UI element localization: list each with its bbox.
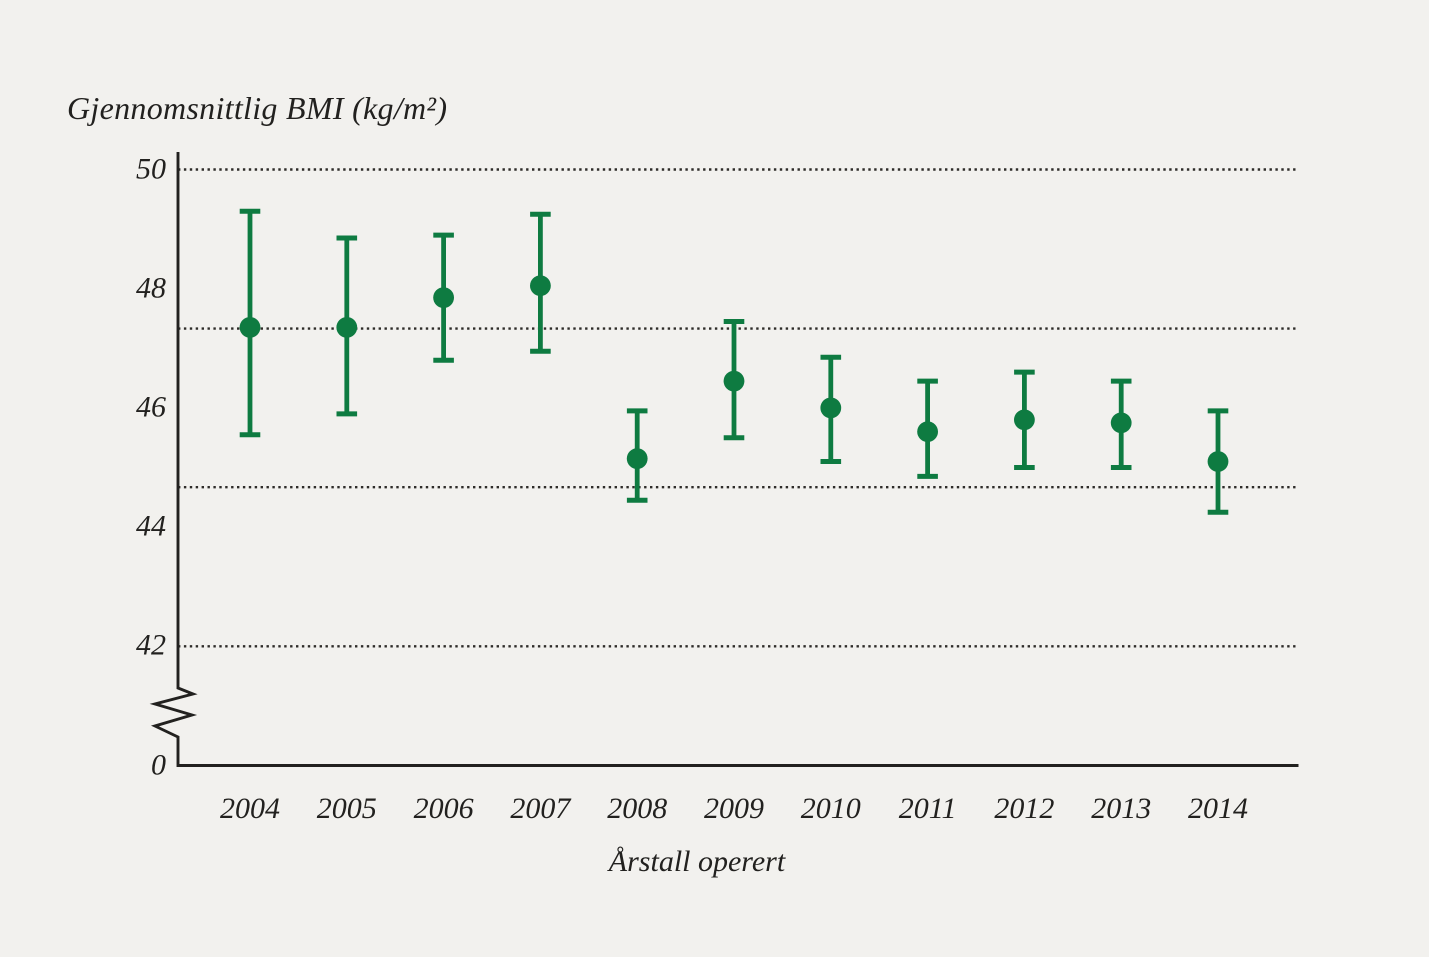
errorbar-2012 <box>1014 369 1035 470</box>
mean-dot-2009 <box>723 370 745 392</box>
x-tick-label-2009: 2009 <box>704 792 764 825</box>
x-tick-label-2014: 2014 <box>1188 792 1248 825</box>
x-tick-label-2013: 2013 <box>1091 792 1152 825</box>
x-tick-label-2008: 2008 <box>607 792 668 825</box>
mean-dot-2006 <box>433 287 454 308</box>
y-tick-label-46: 46 <box>136 390 166 424</box>
y-tick-label-44: 44 <box>136 509 166 543</box>
errorbar-2011 <box>917 378 938 479</box>
mean-dot-2011 <box>917 421 938 443</box>
y-tick-label-42: 42 <box>136 628 166 662</box>
errorbar-2004 <box>239 208 261 438</box>
y-tick-label-50: 50 <box>136 151 166 185</box>
x-tick-label-2010: 2010 <box>800 792 861 825</box>
errorbar-2010 <box>820 354 842 464</box>
x-tick-label-2011: 2011 <box>898 792 957 825</box>
x-tick-label-2006: 2006 <box>413 792 474 825</box>
x-axis-title: Årstall operert <box>608 845 786 878</box>
mean-dot-2004 <box>239 317 261 338</box>
errorbar-2007 <box>530 211 551 354</box>
mean-dot-2013 <box>1110 412 1132 434</box>
y-tick-label-48: 48 <box>136 271 166 305</box>
errorbar-2014 <box>1207 408 1229 515</box>
error-bars <box>239 208 1229 515</box>
axes-with-break <box>149 152 1299 767</box>
x-tick-label-2007: 2007 <box>510 792 571 825</box>
y-tick-label-0: 0 <box>151 748 166 782</box>
mean-dot-2007 <box>530 275 551 297</box>
x-tick-label-2004: 2004 <box>220 792 280 825</box>
x-tick-label-2005: 2005 <box>316 792 377 825</box>
errorbar-2009 <box>723 319 745 441</box>
mean-dot-2010 <box>820 397 842 419</box>
mean-dot-2005 <box>336 317 358 338</box>
y-axis-title: Gjennomsnittlig BMI (kg/m²) <box>67 90 448 126</box>
errorbar-2006 <box>433 232 454 363</box>
gridlines <box>178 168 1299 648</box>
errorbar-2008 <box>626 408 648 503</box>
errorbar-2005 <box>336 235 358 417</box>
mean-dot-2012 <box>1014 409 1035 431</box>
errorbar-2013 <box>1110 378 1132 470</box>
axis-line <box>149 152 1299 767</box>
mean-dot-2014 <box>1207 451 1229 472</box>
mean-dot-2008 <box>626 448 648 469</box>
x-tick-label-2012: 2012 <box>994 792 1055 825</box>
